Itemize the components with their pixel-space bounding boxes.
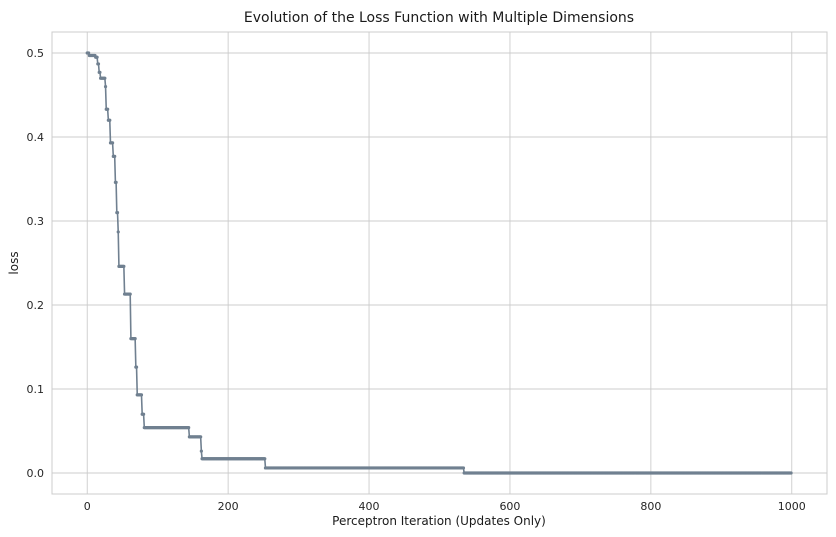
y-tick-label: 0.3: [27, 215, 45, 228]
data-point: [113, 154, 117, 158]
series-loss: [87, 52, 792, 474]
data-point: [110, 141, 115, 145]
grid: [52, 32, 827, 494]
x-tick-label: 1000: [778, 500, 806, 513]
data-point: [139, 393, 144, 397]
y-tick-label: 0.2: [27, 299, 45, 312]
data-point: [96, 62, 101, 66]
data-point: [128, 292, 132, 296]
series-loss-points: [85, 51, 793, 475]
y-tick-label: 0.5: [27, 47, 45, 60]
data-point: [95, 55, 99, 59]
data-point: [199, 435, 203, 439]
data-point: [141, 412, 146, 416]
x-tick-label: 400: [359, 500, 380, 513]
x-tick-label: 0: [84, 500, 91, 513]
data-point: [789, 471, 793, 475]
y-tick-label: 0.0: [27, 467, 45, 480]
plot-frame: [51, 31, 828, 495]
data-point: [87, 51, 91, 55]
y-axis-label: loss: [7, 251, 21, 274]
data-point: [115, 211, 120, 215]
y-tick-label: 0.1: [27, 383, 45, 396]
data-point: [263, 457, 267, 461]
x-axis-ticks: 0 200 400 600 800 1000: [84, 500, 806, 513]
data-point: [133, 337, 137, 341]
loss-line: [87, 52, 792, 474]
data-point: [134, 365, 139, 369]
data-point: [103, 85, 108, 89]
data-point: [103, 76, 107, 80]
x-tick-label: 200: [218, 500, 239, 513]
y-tick-label: 0.4: [27, 131, 45, 144]
data-point: [108, 118, 112, 122]
data-point: [98, 70, 102, 74]
data-point: [106, 107, 110, 111]
x-axis-label: Perceptron Iteration (Updates Only): [332, 514, 546, 528]
y-axis-ticks: 0.0 0.1 0.2 0.3 0.4 0.5: [27, 47, 45, 480]
data-point: [187, 426, 191, 430]
data-point: [461, 466, 466, 470]
data-point: [114, 180, 118, 184]
data-point: [122, 264, 126, 268]
data-point: [116, 230, 120, 234]
data-point: [199, 449, 203, 453]
x-tick-label: 800: [640, 500, 661, 513]
x-tick-label: 600: [499, 500, 520, 513]
chart-title: Evolution of the Loss Function with Mult…: [244, 10, 634, 26]
